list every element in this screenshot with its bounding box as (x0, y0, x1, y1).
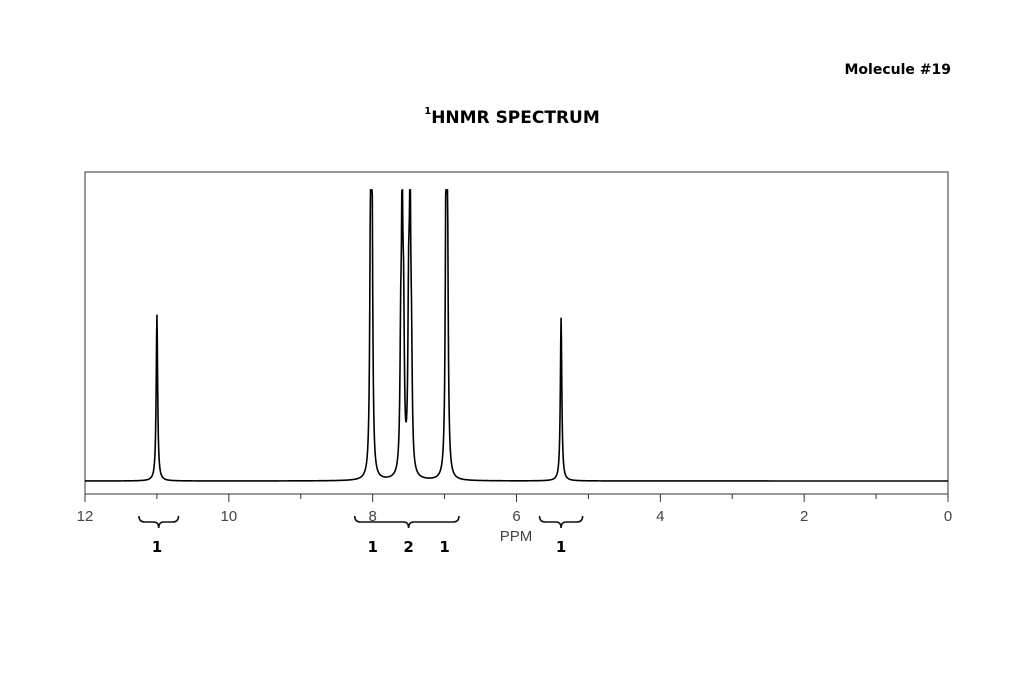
integration-label: 1 (367, 538, 377, 556)
integration-brackets: 1 1 2 1 1 (138, 515, 584, 556)
x-axis-ticks (84, 494, 949, 502)
chart-title: 1HNMR SPECTRUM (0, 106, 1024, 128)
integration-label: 1 (556, 538, 566, 556)
x-tick-label: 8 (368, 508, 376, 525)
integration-bracket (538, 515, 584, 529)
molecule-label: Molecule #19 (844, 62, 952, 78)
x-axis-tick-labels: 12 10 8 6 4 2 0 (77, 508, 953, 525)
integration-bracket (138, 515, 180, 529)
x-tick-label: 6 (512, 508, 520, 525)
x-tick-label: 10 (220, 508, 237, 525)
title-text: HNMR SPECTRUM (431, 108, 600, 128)
plot-frame (84, 171, 949, 495)
title-superscript: 1 (424, 106, 432, 118)
x-tick-label: 0 (944, 508, 952, 525)
integration-label: 2 (403, 538, 413, 556)
x-tick-label: 12 (77, 508, 94, 525)
x-tick-label: 4 (656, 508, 664, 525)
integration-label: 1 (439, 538, 449, 556)
integration-label: 1 (152, 538, 162, 556)
x-axis-label: PPM (500, 528, 533, 545)
x-tick-label: 2 (800, 508, 808, 525)
spectrum-line (85, 189, 948, 482)
integration-bracket (353, 515, 460, 529)
